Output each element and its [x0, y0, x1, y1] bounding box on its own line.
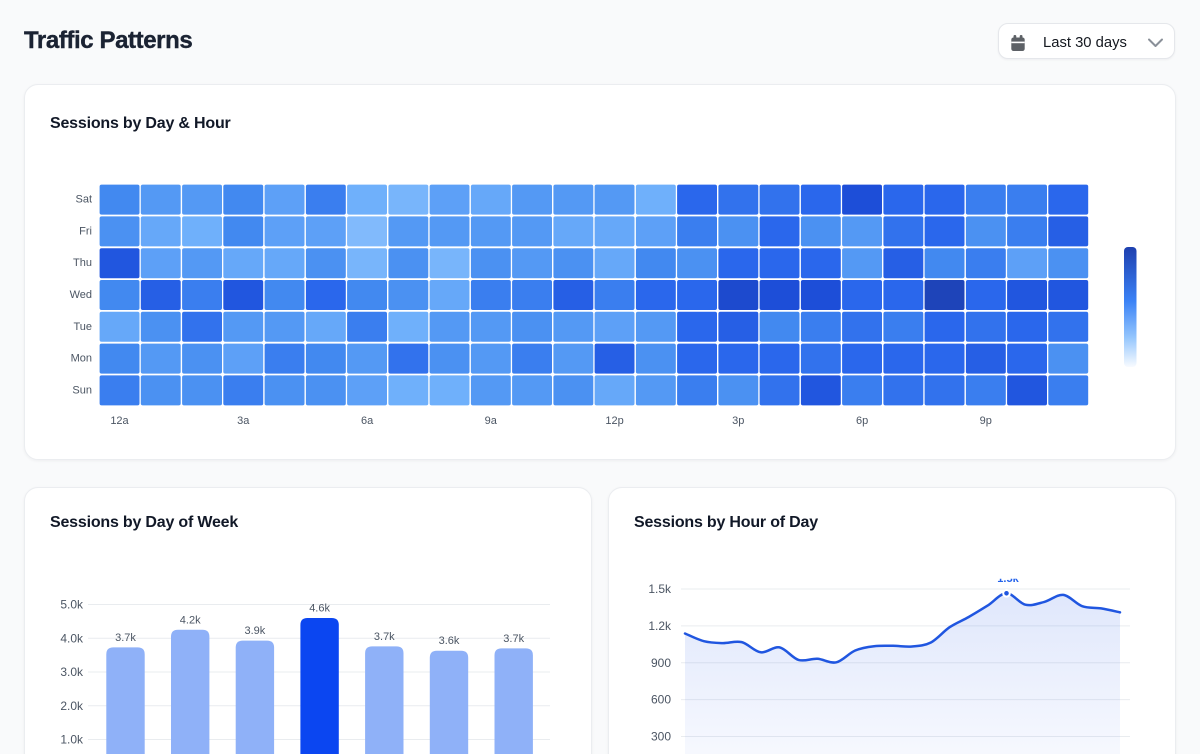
svg-text:3.9k: 3.9k [245, 625, 266, 637]
svg-text:300: 300 [651, 730, 671, 744]
svg-text:1.0k: 1.0k [60, 733, 84, 747]
svg-text:3.0k: 3.0k [60, 665, 84, 679]
svg-text:3a: 3a [237, 415, 250, 427]
svg-text:3.7k: 3.7k [374, 631, 395, 643]
svg-text:3p: 3p [732, 415, 744, 427]
svg-text:1.5k: 1.5k [648, 582, 672, 596]
svg-text:2.0k: 2.0k [60, 699, 84, 713]
svg-text:3.6k: 3.6k [439, 635, 460, 647]
svg-text:3.7k: 3.7k [503, 633, 524, 645]
svg-text:6p: 6p [856, 415, 868, 427]
svg-text:Sat: Sat [75, 194, 92, 206]
svg-text:900: 900 [651, 656, 671, 670]
svg-text:4.2k: 4.2k [180, 614, 201, 626]
svg-text:5.0k: 5.0k [60, 598, 84, 612]
svg-text:1.2k: 1.2k [648, 619, 672, 633]
svg-text:12p: 12p [605, 415, 623, 427]
svg-text:Fri: Fri [79, 225, 92, 237]
svg-text:4.6k: 4.6k [309, 603, 330, 615]
svg-text:Sun: Sun [72, 384, 92, 396]
svg-text:9a: 9a [485, 415, 498, 427]
svg-text:Tue: Tue [73, 321, 92, 333]
svg-text:4.0k: 4.0k [60, 631, 84, 645]
svg-text:Mon: Mon [71, 353, 92, 365]
svg-text:Thu: Thu [73, 257, 92, 269]
svg-text:6a: 6a [361, 415, 374, 427]
svg-text:Wed: Wed [70, 289, 92, 301]
svg-text:600: 600 [651, 693, 671, 707]
svg-text:3.7k: 3.7k [115, 632, 136, 644]
svg-text:12a: 12a [110, 415, 129, 427]
svg-text:9p: 9p [980, 415, 992, 427]
svg-text:1.5k: 1.5k [997, 573, 1019, 585]
